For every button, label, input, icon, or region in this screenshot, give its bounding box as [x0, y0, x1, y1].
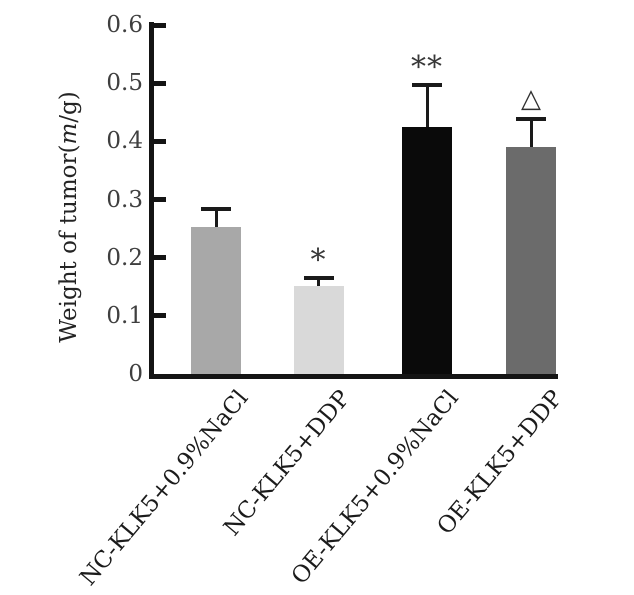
asterisk-significance-marker: * [310, 243, 327, 279]
error-bar-cap [201, 207, 231, 212]
error-bar-cap [303, 276, 334, 281]
triangle-significance-marker: △ [521, 84, 541, 115]
y-axis-title-post: /g) [56, 91, 82, 123]
error-bar-cap [412, 82, 442, 87]
bar-NC-KLK5+DDP [293, 285, 344, 374]
y-axis-title-italic-m: m [56, 122, 82, 145]
y-tick-label: 0.4 [106, 128, 143, 155]
y-tick-mark [154, 80, 166, 86]
y-tick-label: 0.3 [106, 186, 143, 213]
y-tick-mark [154, 22, 166, 28]
y-tick-label: 0 [128, 361, 143, 387]
y-tick-label: 0.5 [106, 70, 143, 97]
y-tick-mark [154, 138, 166, 144]
error-bar-whisker [529, 119, 533, 148]
bar-NC-KLK5+0.9%NaCl [191, 226, 241, 374]
y-tick-mark [154, 313, 166, 319]
y-tick-mark [154, 197, 166, 202]
bar-OE-KLK5+DDP [506, 147, 556, 374]
error-bar-whisker [214, 209, 218, 227]
y-tick-label: 0.2 [106, 244, 143, 271]
y-axis-title-pre: Weight of tumor( [56, 144, 82, 343]
y-tick-label: 0.1 [106, 302, 143, 329]
y-tick-mark [154, 255, 166, 261]
y-tick-label: 0.6 [106, 12, 143, 38]
x-axis-line [149, 374, 558, 379]
error-bar-whisker [317, 278, 320, 286]
y-axis-line [149, 22, 154, 379]
error-bar-cap [516, 117, 546, 122]
bar-OE-KLK5+0.9%NaCl [402, 126, 452, 374]
asterisk-significance-marker: ** [411, 49, 443, 85]
error-bar-whisker [425, 84, 429, 127]
x-axis-label: NC-KLK5+0.9%NaCl [74, 385, 254, 591]
y-axis-title: Weight of tumor(m/g) [51, 42, 87, 392]
